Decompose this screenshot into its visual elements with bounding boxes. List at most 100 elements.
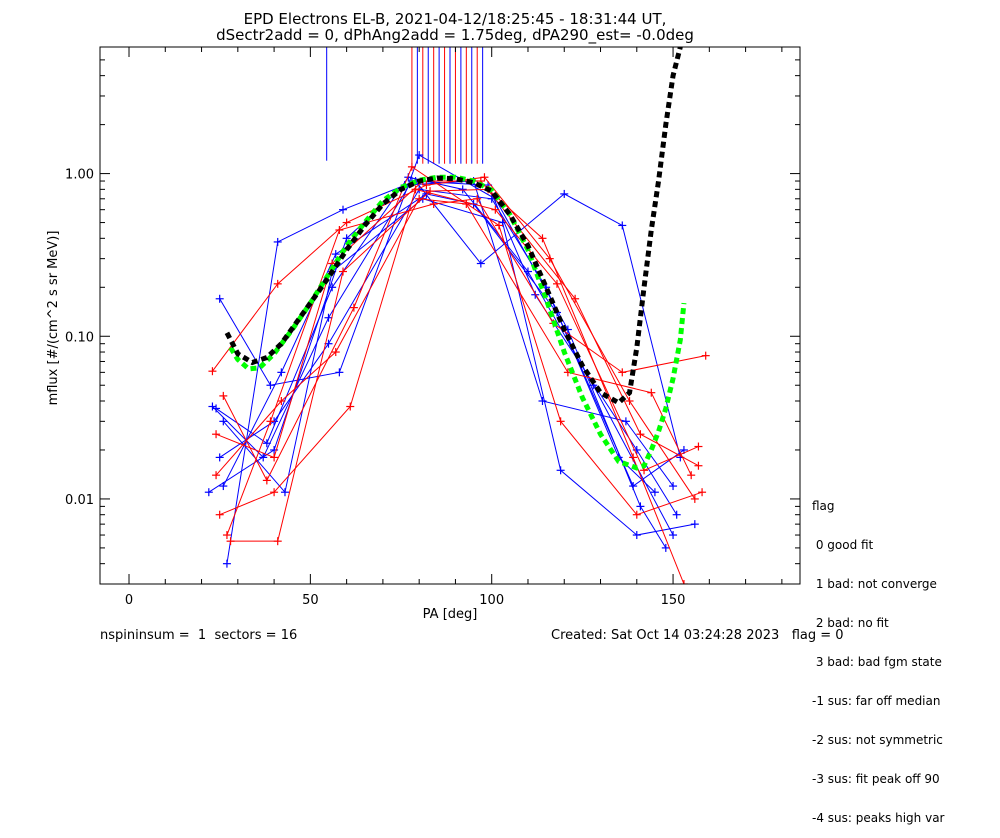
y-tick-label: 1.00 xyxy=(65,168,94,183)
red-data-point xyxy=(694,442,703,451)
blue-data-point xyxy=(669,531,678,540)
red-data-point xyxy=(552,279,561,288)
red-data-point xyxy=(429,200,438,209)
blue-data-point xyxy=(215,453,224,462)
blue-data-point xyxy=(212,404,221,413)
x-tick-label: 0 xyxy=(125,593,133,608)
blue-data-point xyxy=(204,488,213,497)
red-data-point xyxy=(273,537,282,546)
blue-data-point xyxy=(458,185,467,194)
y-tick-label: 0.10 xyxy=(65,330,94,345)
blue-series-line xyxy=(226,180,681,564)
red-data-point xyxy=(335,226,344,235)
plot-frame xyxy=(99,46,801,585)
y-tick-label: 0.01 xyxy=(65,493,94,508)
red-data-point xyxy=(690,494,699,503)
footer-left: nspininsum = 1 sectors = 16 xyxy=(100,628,298,643)
flag-legend-item: -3 sus: fit peak off 90 xyxy=(812,772,940,786)
x-tick-label: 150 xyxy=(661,593,686,608)
blue-data-point xyxy=(650,488,659,497)
footer-right: Created: Sat Oct 14 03:24:28 2023 flag =… xyxy=(551,628,844,643)
red-data-point xyxy=(636,430,645,439)
blue-data-point xyxy=(280,488,289,497)
blue-data-point xyxy=(415,151,424,160)
blue-data-point xyxy=(266,381,275,390)
red-data-point xyxy=(473,194,482,203)
blue-data-point xyxy=(215,294,224,303)
flag-legend-item: -1 sus: far off median xyxy=(812,694,941,708)
vertical-bars xyxy=(326,47,484,164)
red-data-point xyxy=(411,185,420,194)
blue-data-point xyxy=(222,559,231,568)
red-data-point xyxy=(212,471,221,480)
blue-series-group xyxy=(204,151,699,568)
blue-data-point xyxy=(632,531,641,540)
flag-legend-item: 1 bad: not converge xyxy=(812,577,937,591)
blue-data-point xyxy=(324,313,333,322)
blue-data-point xyxy=(277,368,286,377)
flag-legend-item: -2 sus: not symmetric xyxy=(812,733,943,747)
red-series-line xyxy=(226,198,706,536)
blue-series-line xyxy=(208,180,674,493)
y-axis-label: mflux [#/(cm^2 s sr MeV)] xyxy=(46,231,61,406)
blue-data-point xyxy=(331,250,340,259)
flag-legend-title: flag xyxy=(812,499,835,513)
blue-data-point xyxy=(219,417,228,426)
blue-data-point xyxy=(208,402,217,411)
blue-data-point xyxy=(339,205,348,214)
flag-legend-item: 3 bad: bad fgm state xyxy=(812,655,942,669)
fit-curve-green xyxy=(228,174,687,471)
red-series-group xyxy=(208,162,710,584)
red-data-point xyxy=(647,388,656,397)
chart-canvas: EPD Electrons EL-B, 2021-04-12/18:25:45 … xyxy=(46,10,801,622)
blue-data-point xyxy=(556,466,565,475)
red-series-line xyxy=(230,188,685,584)
blue-data-point xyxy=(690,520,699,529)
red-data-point xyxy=(698,488,707,497)
blue-series-line xyxy=(219,188,656,493)
blue-data-point xyxy=(632,445,641,454)
blue-data-point xyxy=(560,189,569,198)
red-series-line xyxy=(222,166,703,516)
red-series-line xyxy=(219,188,699,516)
blue-data-point xyxy=(476,259,485,268)
fit-curves xyxy=(224,47,687,471)
x-axis-label: PA [deg] xyxy=(423,607,478,622)
flag-legend-item: -4 sus: peaks high var xyxy=(812,811,945,825)
red-data-point xyxy=(273,279,282,288)
red-data-point xyxy=(215,510,224,519)
red-data-point xyxy=(222,531,231,540)
red-data-point xyxy=(407,162,416,171)
red-data-point xyxy=(212,430,221,439)
axes-group: 0 50 100 150 0.01 0.10 1.00 xyxy=(65,46,800,608)
blue-series-line xyxy=(219,154,667,549)
chart-title-line1: EPD Electrons EL-B, 2021-04-12/18:25:45 … xyxy=(244,10,667,28)
red-data-point xyxy=(625,396,634,405)
red-data-point xyxy=(349,303,358,312)
blue-data-point xyxy=(669,482,678,491)
red-data-point xyxy=(679,580,688,584)
fit-curve-black xyxy=(224,47,683,406)
blue-data-point xyxy=(335,368,344,377)
red-data-point xyxy=(571,294,580,303)
red-data-point xyxy=(618,368,627,377)
blue-series-line xyxy=(222,198,695,536)
red-data-point xyxy=(687,471,696,480)
red-data-point xyxy=(632,510,641,519)
blue-data-point xyxy=(661,543,670,552)
red-data-point xyxy=(422,181,431,190)
chart-title-line2: dSectr2add = 0, dPhAng2add = 1.75deg, dP… xyxy=(216,26,694,45)
red-data-point xyxy=(226,537,235,546)
red-data-point xyxy=(538,234,547,243)
blue-data-point xyxy=(621,417,630,426)
red-data-point xyxy=(629,453,638,462)
red-data-point xyxy=(346,402,355,411)
red-data-point xyxy=(491,205,500,214)
red-data-point xyxy=(426,187,435,196)
red-data-point xyxy=(331,348,340,357)
red-data-point xyxy=(694,461,703,470)
blue-data-point xyxy=(672,510,681,519)
blue-series-line xyxy=(222,193,685,487)
red-data-point xyxy=(219,391,228,400)
blue-series-line xyxy=(212,180,678,515)
